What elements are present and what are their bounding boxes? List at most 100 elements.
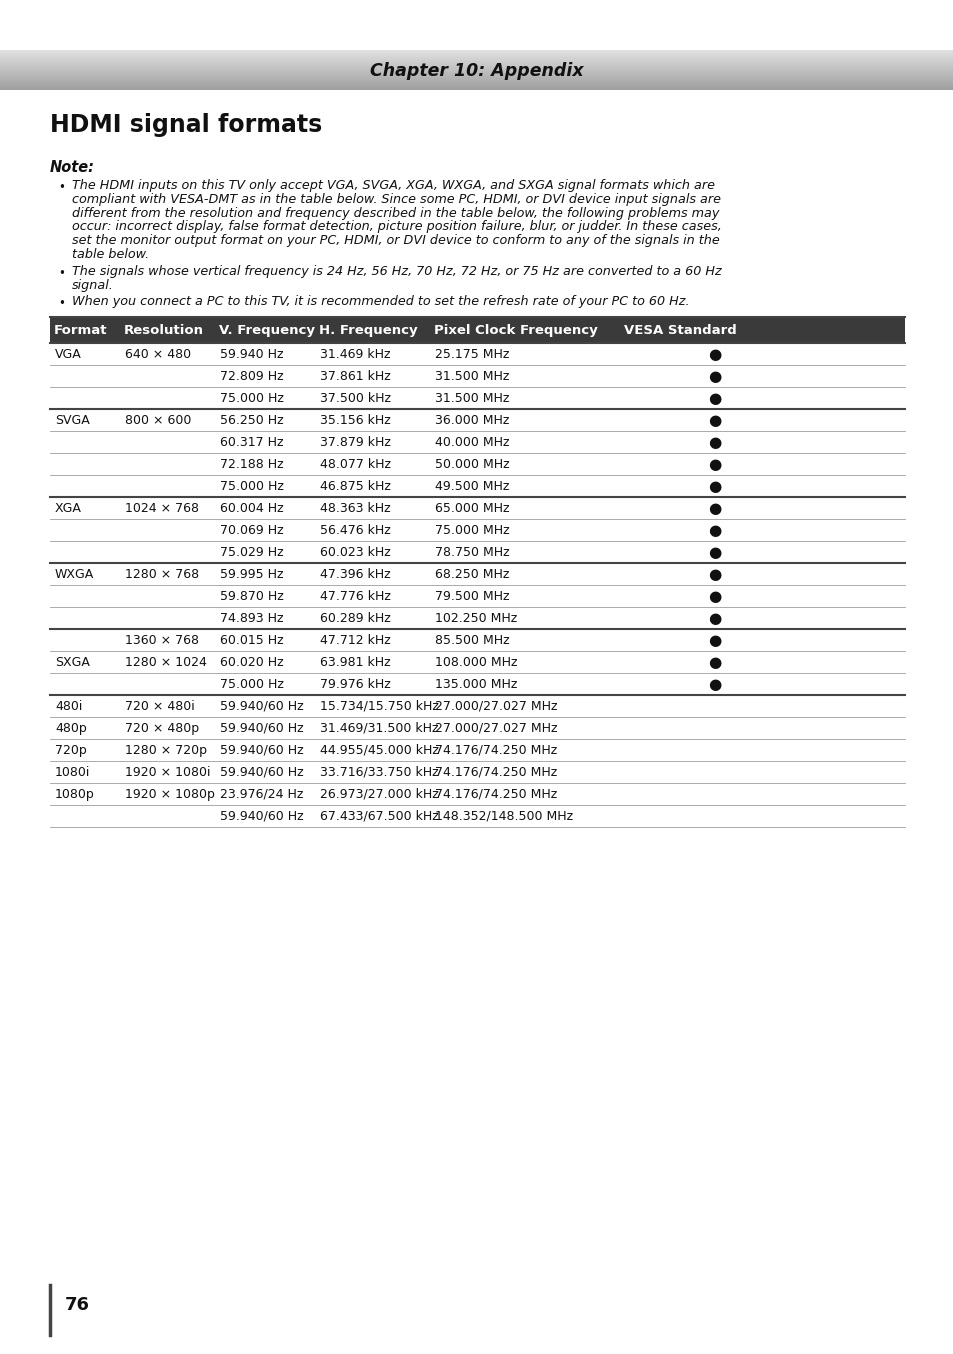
Text: 1024 × 768: 1024 × 768 (125, 502, 199, 515)
Text: 70.069 Hz: 70.069 Hz (220, 524, 283, 536)
Text: Pixel Clock Frequency: Pixel Clock Frequency (434, 324, 598, 337)
Text: 37.879 kHz: 37.879 kHz (319, 436, 391, 448)
Bar (50, 607, 904, 630)
Text: table below.: table below. (71, 248, 149, 261)
Text: 59.995 Hz: 59.995 Hz (220, 567, 283, 581)
Text: 35.156 kHz: 35.156 kHz (319, 414, 391, 427)
Text: ●: ● (708, 347, 720, 362)
Text: 68.250 MHz: 68.250 MHz (435, 567, 509, 581)
Text: ●: ● (708, 677, 720, 692)
Text: ●: ● (708, 611, 720, 626)
Bar (50, 761, 904, 783)
Text: 59.940/60 Hz: 59.940/60 Hz (220, 766, 303, 779)
Text: ●: ● (708, 655, 720, 670)
Text: 148.352/148.500 MHz: 148.352/148.500 MHz (435, 810, 573, 823)
Text: SVGA: SVGA (55, 414, 90, 427)
Text: 48.077 kHz: 48.077 kHz (319, 458, 391, 471)
Text: 75.000 Hz: 75.000 Hz (220, 678, 284, 691)
Text: 40.000 MHz: 40.000 MHz (435, 436, 509, 448)
Text: 60.317 Hz: 60.317 Hz (220, 436, 283, 448)
Text: 26.973/27.000 kHz: 26.973/27.000 kHz (319, 788, 438, 800)
Text: 65.000 MHz: 65.000 MHz (435, 502, 509, 515)
Text: 56.476 kHz: 56.476 kHz (319, 524, 391, 536)
Text: VGA: VGA (55, 348, 82, 360)
Bar (50, 673, 904, 695)
Bar (50, 651, 904, 673)
Text: 1360 × 768: 1360 × 768 (125, 634, 199, 647)
Text: 76: 76 (65, 1296, 90, 1313)
Bar (50, 630, 904, 651)
Text: 800 × 600: 800 × 600 (125, 414, 192, 427)
Text: different from the resolution and frequency described in the table below, the fo: different from the resolution and freque… (71, 207, 719, 219)
Text: 75.000 Hz: 75.000 Hz (220, 479, 284, 493)
Text: 60.004 Hz: 60.004 Hz (220, 502, 283, 515)
Text: 1080i: 1080i (55, 766, 91, 779)
Text: 59.940/60 Hz: 59.940/60 Hz (220, 700, 303, 712)
Text: ●: ● (708, 567, 720, 582)
Text: 59.940/60 Hz: 59.940/60 Hz (220, 810, 303, 823)
Bar (50, 387, 904, 409)
Text: 27.000/27.027 MHz: 27.000/27.027 MHz (435, 700, 557, 712)
Text: 37.861 kHz: 37.861 kHz (319, 370, 391, 383)
Text: 720 × 480i: 720 × 480i (125, 700, 194, 712)
Text: 44.955/45.000 kHz: 44.955/45.000 kHz (319, 743, 438, 757)
Bar (50, 542, 904, 563)
Text: compliant with VESA-DMT as in the table below. Since some PC, HDMI, or DVI devic: compliant with VESA-DMT as in the table … (71, 192, 720, 206)
Text: 720p: 720p (55, 743, 87, 757)
Bar (50, 409, 904, 431)
Text: The signals whose vertical frequency is 24 Hz, 56 Hz, 70 Hz, 72 Hz, or 75 Hz are: The signals whose vertical frequency is … (71, 265, 721, 278)
Text: 31.469 kHz: 31.469 kHz (319, 348, 390, 360)
Text: The HDMI inputs on this TV only accept VGA, SVGA, XGA, WXGA, and SXGA signal for: The HDMI inputs on this TV only accept V… (71, 179, 714, 192)
Text: 31.469/31.500 kHz: 31.469/31.500 kHz (319, 722, 438, 735)
Text: signal.: signal. (71, 279, 113, 291)
Text: ●: ● (708, 501, 720, 516)
Text: XGA: XGA (55, 502, 82, 515)
Text: ●: ● (708, 544, 720, 559)
Text: ●: ● (708, 523, 720, 538)
Text: ●: ● (708, 435, 720, 450)
Text: 37.500 kHz: 37.500 kHz (319, 391, 391, 405)
Text: HDMI signal formats: HDMI signal formats (50, 112, 322, 137)
Text: 74.176/74.250 MHz: 74.176/74.250 MHz (435, 788, 557, 800)
Text: 102.250 MHz: 102.250 MHz (435, 612, 517, 624)
Text: VESA Standard: VESA Standard (623, 324, 736, 337)
Text: 48.363 kHz: 48.363 kHz (319, 502, 390, 515)
Text: 1280 × 768: 1280 × 768 (125, 567, 199, 581)
Text: 47.712 kHz: 47.712 kHz (319, 634, 391, 647)
Text: 74.176/74.250 MHz: 74.176/74.250 MHz (435, 766, 557, 779)
Text: V. Frequency: V. Frequency (219, 324, 314, 337)
Text: 60.023 kHz: 60.023 kHz (319, 546, 391, 559)
Text: WXGA: WXGA (55, 567, 94, 581)
Text: 59.940/60 Hz: 59.940/60 Hz (220, 722, 303, 735)
Text: 1920 × 1080i: 1920 × 1080i (125, 766, 211, 779)
Text: 23.976/24 Hz: 23.976/24 Hz (220, 788, 303, 800)
Text: 67.433/67.500 kHz: 67.433/67.500 kHz (319, 810, 438, 823)
Text: Note:: Note: (50, 160, 95, 175)
Text: 56.250 Hz: 56.250 Hz (220, 414, 283, 427)
Text: 75.000 MHz: 75.000 MHz (435, 524, 509, 536)
Text: Format: Format (54, 324, 108, 337)
Bar (50, 519, 904, 542)
Bar (50, 695, 904, 718)
Text: 79.976 kHz: 79.976 kHz (319, 678, 391, 691)
Text: H. Frequency: H. Frequency (318, 324, 417, 337)
Bar (50, 431, 904, 454)
Text: 63.981 kHz: 63.981 kHz (319, 655, 390, 669)
Text: •: • (58, 181, 65, 194)
Bar (50, 475, 904, 497)
Bar (50, 739, 904, 761)
Text: 72.809 Hz: 72.809 Hz (220, 370, 283, 383)
Text: 1280 × 720p: 1280 × 720p (125, 743, 207, 757)
Text: ●: ● (708, 413, 720, 428)
Text: 1920 × 1080p: 1920 × 1080p (125, 788, 214, 800)
Text: 46.875 kHz: 46.875 kHz (319, 479, 391, 493)
Bar (50, 563, 904, 585)
Text: SXGA: SXGA (55, 655, 90, 669)
Text: Chapter 10: Appendix: Chapter 10: Appendix (370, 62, 583, 80)
Text: 33.716/33.750 kHz: 33.716/33.750 kHz (319, 766, 438, 779)
Text: ●: ● (708, 589, 720, 604)
Text: 75.029 Hz: 75.029 Hz (220, 546, 283, 559)
Text: 47.396 kHz: 47.396 kHz (319, 567, 390, 581)
Text: 75.000 Hz: 75.000 Hz (220, 391, 284, 405)
Text: When you connect a PC to this TV, it is recommended to set the refresh rate of y: When you connect a PC to this TV, it is … (71, 295, 689, 309)
